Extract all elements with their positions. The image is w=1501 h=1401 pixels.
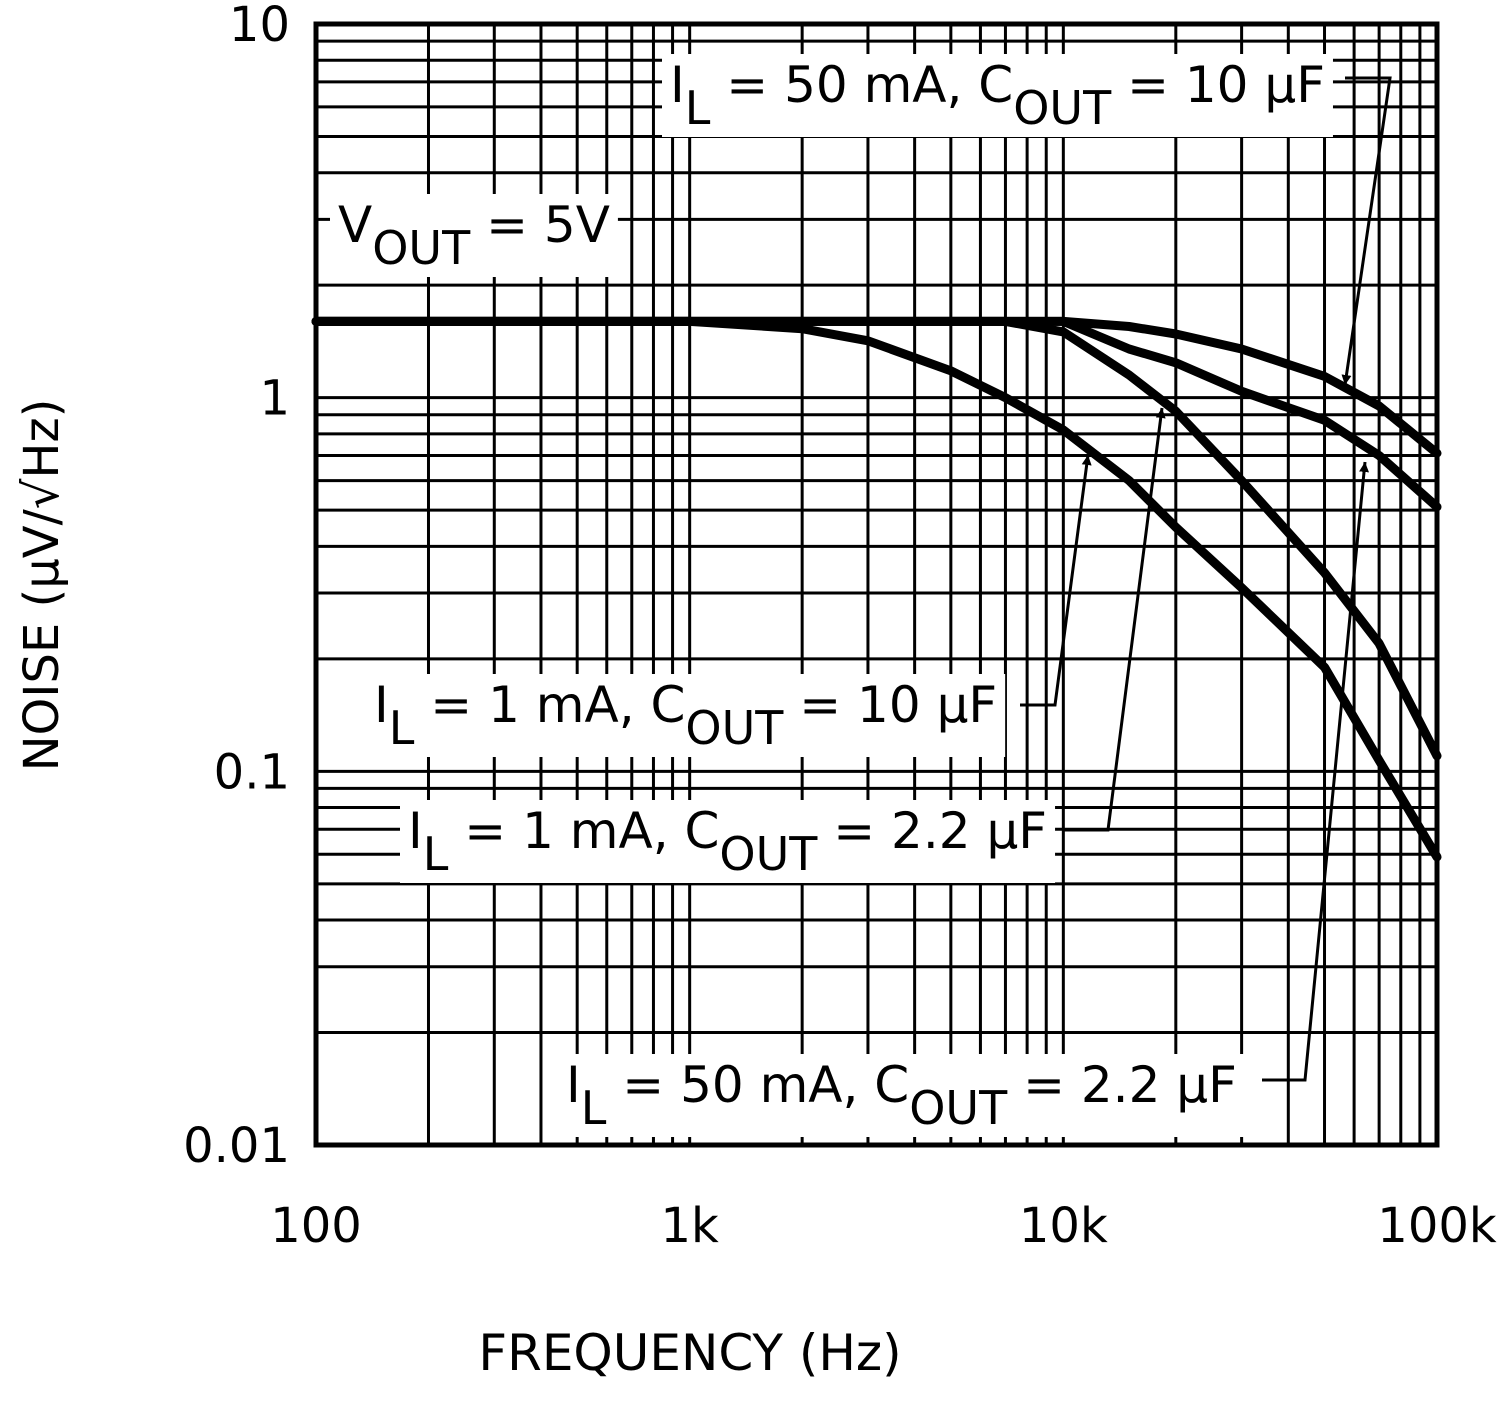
y-tick-label: 1 [259,371,290,427]
x-axis-title: FREQUENCY (Hz) [478,1324,901,1382]
y-tick-label: 10 [229,0,290,53]
leader-arrow [1020,454,1092,707]
label-part: = 1 mA, C [448,802,719,860]
subscript: OUT [719,827,818,881]
y-axis-title: NOISE (µV/√Hz) [14,399,70,772]
label-part: I [374,676,389,734]
label-part: = 10 µF [1111,56,1325,114]
label-part: V [338,196,372,254]
series-label: IL = 1 mA, COUT = 2.2 µF [408,802,1047,881]
series-label-group: IL = 1 mA, COUT = 2.2 µF [400,800,1056,883]
subscript: OUT [685,701,784,755]
label-background [330,194,618,277]
label-background [558,1054,1245,1137]
subscript: L [685,81,711,135]
label-part: = 2.2 µF [1007,1056,1237,1114]
subscript: OUT [372,221,471,275]
subscript: OUT [909,1081,1008,1135]
x-tick-label: 100k [1377,1198,1497,1254]
series-line [311,316,1442,761]
series-label: IL = 50 mA, COUT = 2.2 µF [566,1056,1237,1135]
plot-frame [313,21,1440,1148]
label-part: = 50 mA, C [710,56,1013,114]
series-label-group: IL = 50 mA, COUT = 10 µF [662,54,1333,137]
label-part: = 50 mA, C [606,1056,909,1114]
label-part: = 10 µF [783,676,997,734]
label-part: = 5V [470,196,610,254]
leader-arrow [1062,407,1166,832]
label-background [662,54,1333,137]
y-tick-label: 0.1 [214,744,290,800]
series-label: IL = 50 mA, COUT = 10 µF [670,56,1325,135]
leader-arrow [1262,461,1370,1082]
x-tick-label: 1k [660,1198,719,1254]
x-tick-label: 100 [270,1198,362,1254]
subscript: L [423,827,449,881]
label-background [400,800,1056,883]
subscript: L [581,1081,607,1135]
leader-arrow [1341,76,1392,386]
label-part: I [566,1056,581,1114]
x-tick-label: 10k [1019,1198,1108,1254]
label-part: I [670,56,685,114]
subscript: OUT [1013,81,1112,135]
subscript: L [389,701,415,755]
annotation-group: VOUT = 5V [330,194,618,277]
annotation: VOUT = 5V [338,196,610,275]
y-tick-label: 0.01 [183,1118,290,1174]
label-background [366,674,1006,757]
series-label: IL = 1 mA, COUT = 10 µF [374,676,997,755]
label-part: I [408,802,423,860]
series-line [311,316,1442,862]
label-part: = 2.2 µF [817,802,1047,860]
label-part: = 1 mA, C [414,676,685,734]
series-label-group: IL = 50 mA, COUT = 2.2 µF [558,1054,1245,1137]
series-label-group: IL = 1 mA, COUT = 10 µF [366,674,1006,757]
